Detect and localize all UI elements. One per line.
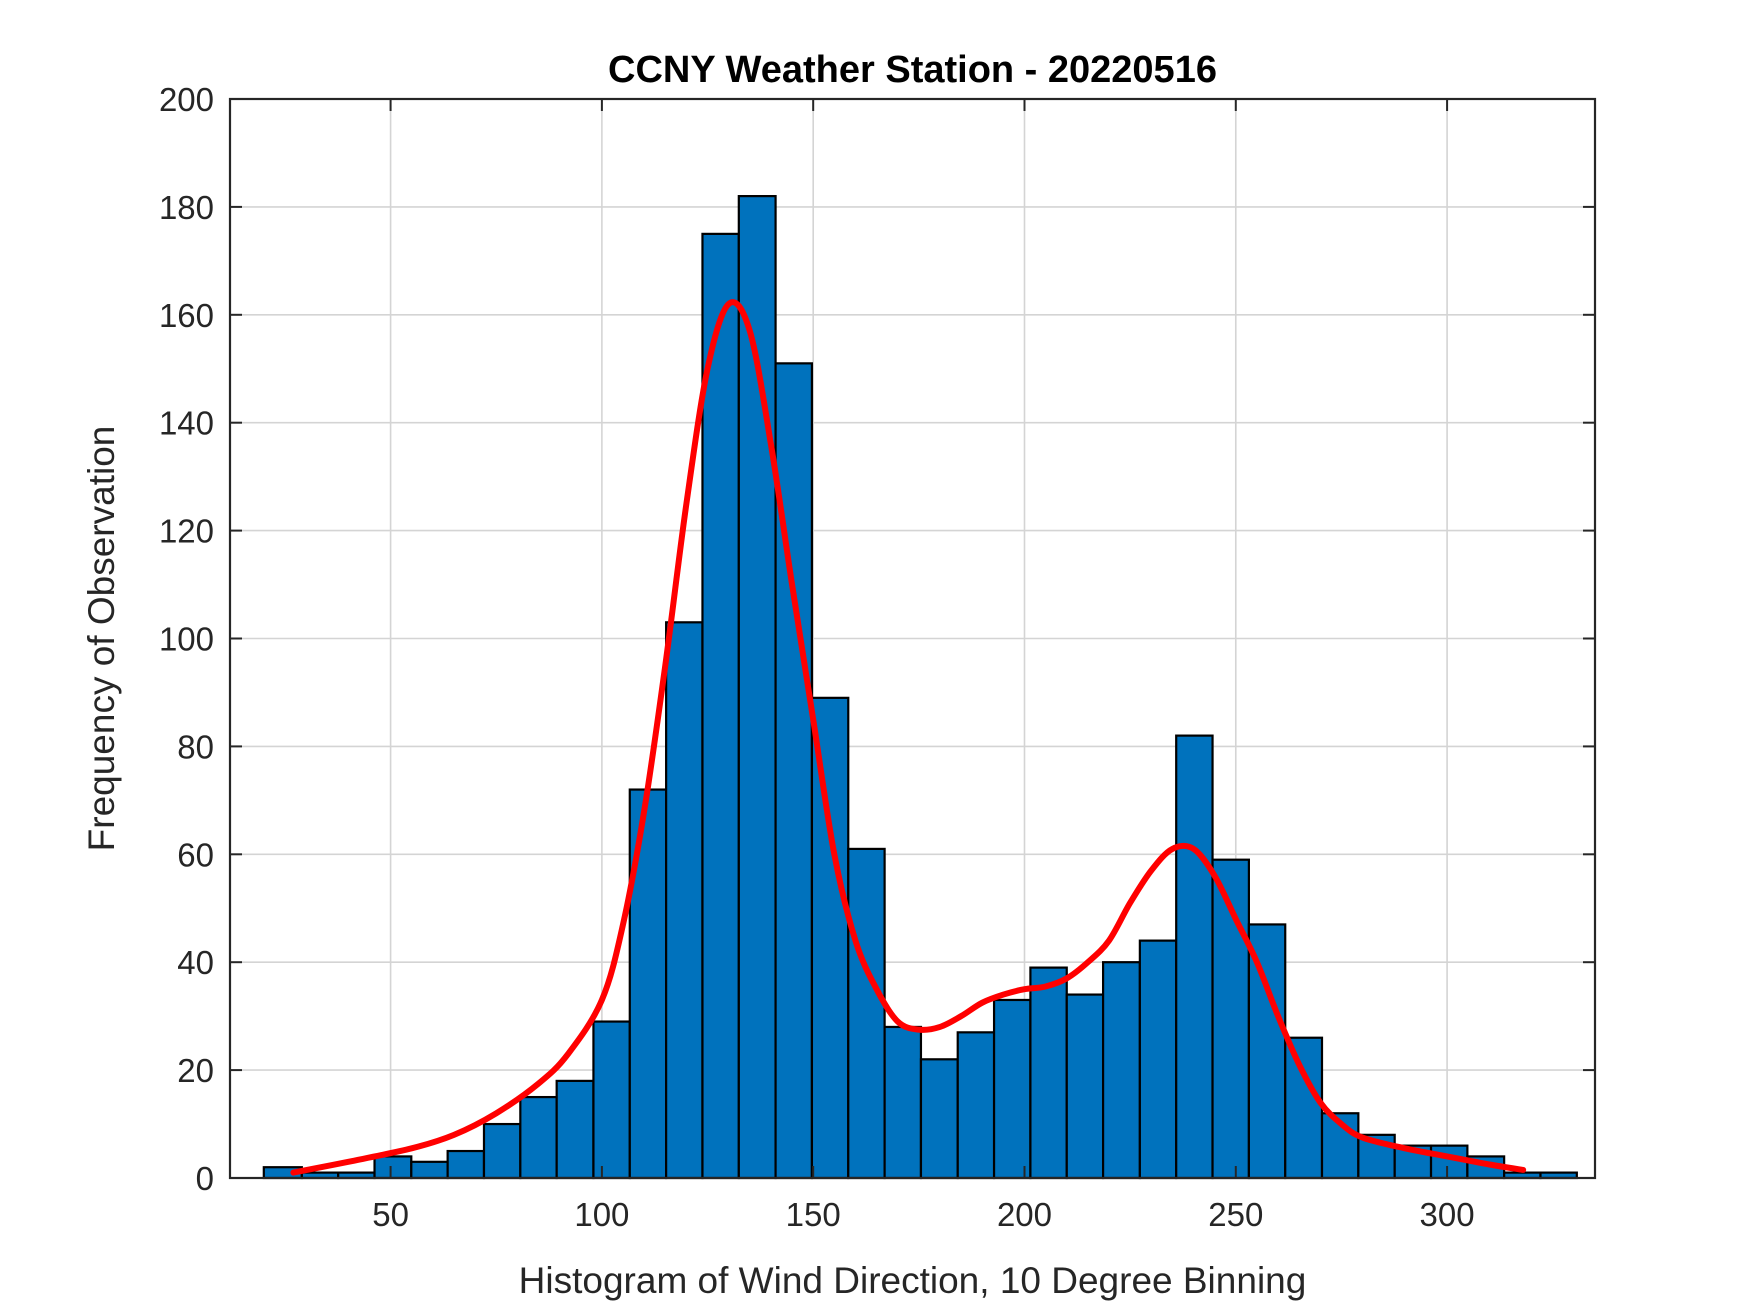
y-tick-label: 160	[159, 297, 214, 334]
y-tick-label: 80	[177, 728, 214, 765]
histogram-bar	[1101, 961, 1141, 1180]
y-tick-label: 200	[159, 81, 214, 118]
histogram-bars	[262, 195, 1578, 1180]
y-tick-label: 40	[177, 944, 214, 981]
histogram-bar	[701, 232, 740, 1180]
y-tick-label: 120	[159, 513, 214, 550]
histogram-bar	[1065, 993, 1105, 1180]
histogram-bar	[774, 362, 814, 1180]
histogram-bar	[1284, 1036, 1324, 1180]
histogram-bar	[847, 847, 886, 1180]
histogram-bar	[592, 1020, 631, 1180]
histogram-bar	[992, 998, 1032, 1180]
y-tick-label: 100	[159, 621, 214, 658]
histogram-bar	[410, 1160, 449, 1180]
y-tick-label: 180	[159, 189, 214, 226]
x-tick-label: 300	[1420, 1196, 1475, 1233]
histogram-bar	[1247, 923, 1287, 1180]
histogram-bar	[373, 1155, 413, 1180]
chart-title: CCNY Weather Station - 20220516	[608, 49, 1217, 91]
x-tick-label: 100	[574, 1196, 629, 1233]
histogram-bar	[1175, 734, 1214, 1180]
histogram-bar	[919, 1058, 959, 1180]
fit-curve	[290, 299, 1527, 1176]
x-axis-label: Histogram of Wind Direction, 10 Degree B…	[519, 1260, 1307, 1301]
x-tick-label: 50	[372, 1196, 409, 1233]
histogram-bar	[446, 1149, 486, 1180]
histogram-bar	[956, 1031, 996, 1180]
y-axis-label: Frequency of Observation	[81, 426, 122, 852]
grid	[230, 99, 1595, 1178]
y-tick-label: 0	[196, 1160, 214, 1197]
x-tick-label: 150	[786, 1196, 841, 1233]
histogram-bar	[519, 1095, 558, 1180]
histogram-bar	[1138, 939, 1178, 1180]
fit-curve-layer	[290, 299, 1527, 1176]
y-tick-label: 60	[177, 836, 214, 873]
y-tick-label: 140	[159, 405, 214, 442]
histogram-bar	[810, 696, 850, 1180]
histogram-bar	[1320, 1112, 1360, 1180]
tick-labels: 50 100 150 200 250 300 0 20 40 60 80 100 120 140 160 18…	[159, 81, 1475, 1233]
histogram-bar	[1029, 966, 1068, 1180]
histogram-bar	[555, 1079, 595, 1180]
y-tick-label: 20	[177, 1052, 214, 1089]
histogram-bar	[883, 1025, 923, 1180]
histogram-bar	[482, 1122, 522, 1180]
histogram-bar	[665, 621, 704, 1180]
x-tick-label: 200	[997, 1196, 1052, 1233]
x-tick-label: 250	[1208, 1196, 1263, 1233]
axis-ticks	[230, 98, 1595, 1179]
histogram-bar	[737, 195, 777, 1180]
